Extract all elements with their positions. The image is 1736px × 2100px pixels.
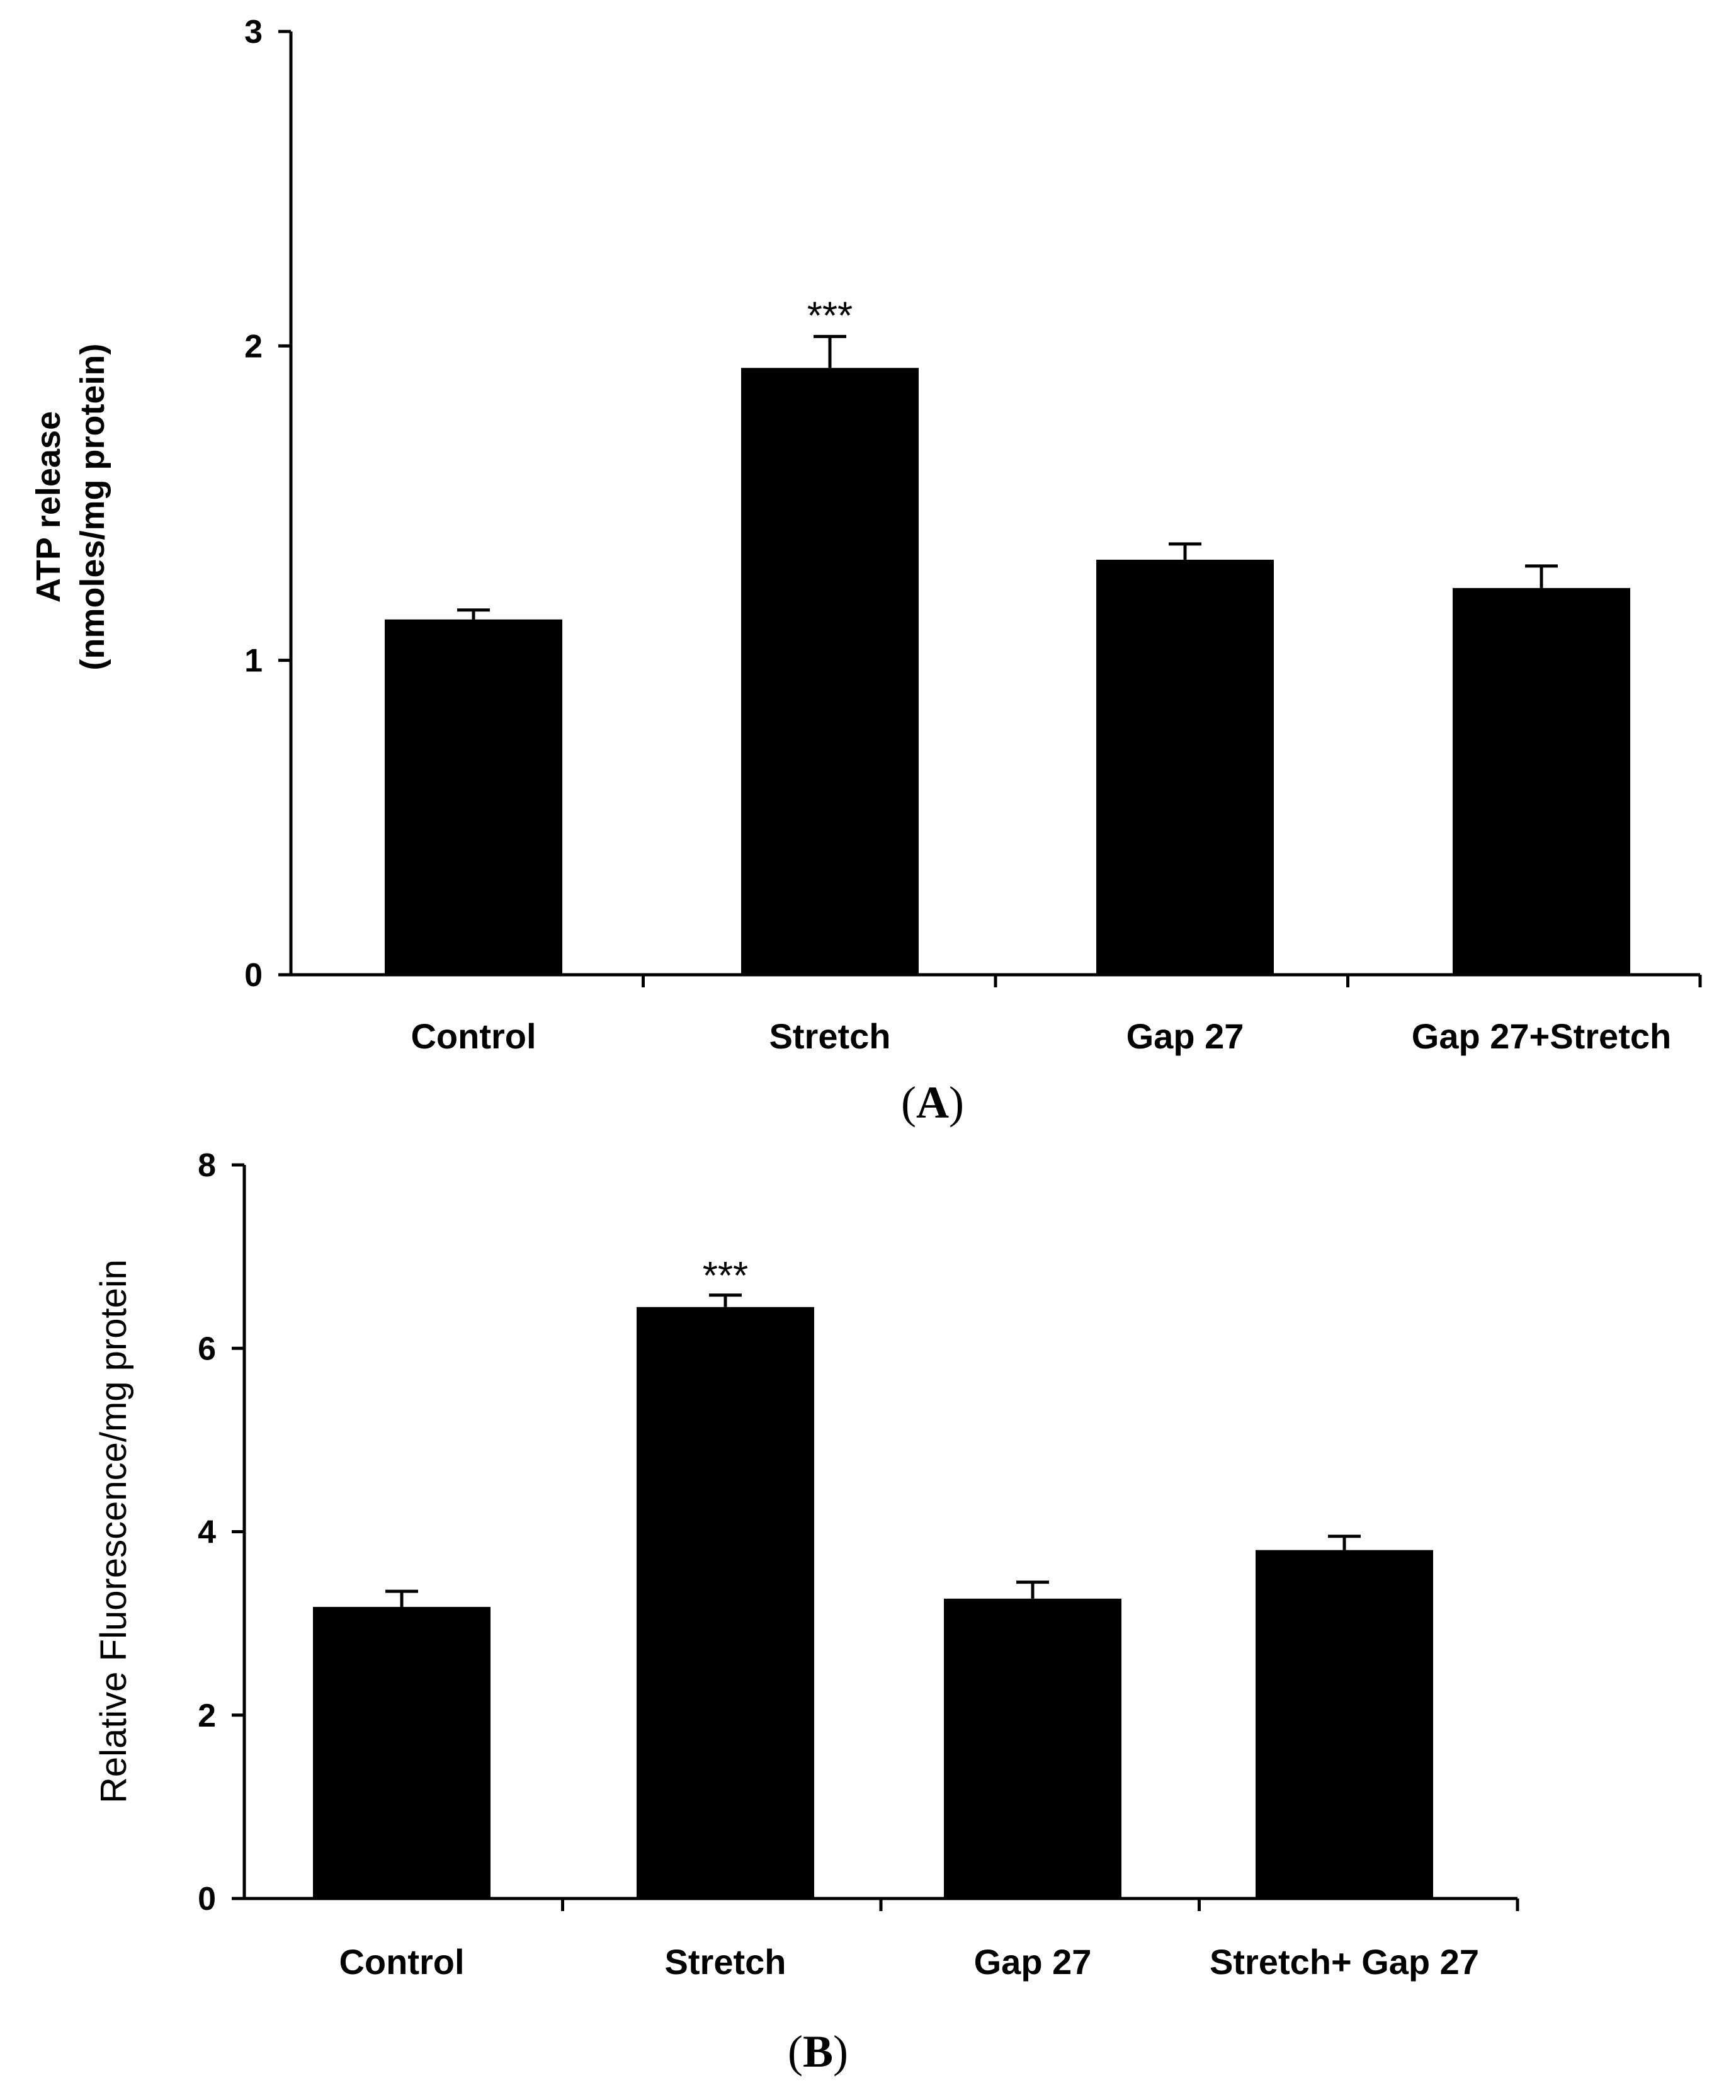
y-tick-label: 4 bbox=[198, 1514, 216, 1551]
y-tick-label: 0 bbox=[244, 957, 263, 994]
bar-gap-27 bbox=[944, 1598, 1121, 1899]
x-category-label: Stretch+ Gap 27 bbox=[1210, 1942, 1479, 1982]
y-tick-label: 1 bbox=[244, 643, 263, 679]
panel-label: (A) bbox=[901, 1077, 964, 1128]
x-category-label: Stretch bbox=[769, 1016, 891, 1056]
y-tick-label: 8 bbox=[198, 1147, 216, 1184]
bar-stretch bbox=[637, 1307, 814, 1899]
y-axis-label: ATP release bbox=[30, 411, 67, 603]
x-category-label: Stretch bbox=[665, 1942, 786, 1982]
x-category-label: Gap 27 bbox=[1126, 1016, 1244, 1056]
panel-label: (B) bbox=[788, 2026, 848, 2077]
x-category-label: Gap 27 bbox=[974, 1942, 1092, 1982]
y-axis-label: Relative Fluorescence/mg protein bbox=[93, 1259, 134, 1803]
chart-panel-B: 0 2 4 6 8 Control Stretch Gap 27 Stretch+ Gap 27… bbox=[93, 1147, 1519, 2077]
y-axis-label: (nmoles/mg protein) bbox=[74, 343, 111, 670]
bar-gap-27 bbox=[1096, 559, 1274, 975]
bar-control bbox=[313, 1606, 491, 1899]
bar-gap-27-stretch bbox=[1453, 587, 1630, 975]
significance-marker: *** bbox=[807, 294, 853, 338]
x-category-label: Control bbox=[339, 1942, 464, 1982]
y-tick-label: 2 bbox=[198, 1698, 216, 1734]
y-tick-label: 2 bbox=[244, 328, 263, 365]
bar-control bbox=[385, 619, 562, 975]
significance-marker: *** bbox=[703, 1254, 748, 1298]
x-category-label: Gap 27+Stretch bbox=[1412, 1016, 1671, 1056]
bar-stretch bbox=[741, 368, 919, 975]
chart-panel-A: 0 1 2 3 Control Stretch Gap 27 Gap 27+Stretch **… bbox=[30, 14, 1702, 1128]
x-category-label: Control bbox=[411, 1016, 536, 1056]
y-tick-label: 0 bbox=[198, 1881, 216, 1917]
y-tick-label: 3 bbox=[244, 14, 263, 50]
bar-stretch-gap-27 bbox=[1256, 1550, 1433, 1899]
y-tick-label: 6 bbox=[198, 1331, 216, 1367]
